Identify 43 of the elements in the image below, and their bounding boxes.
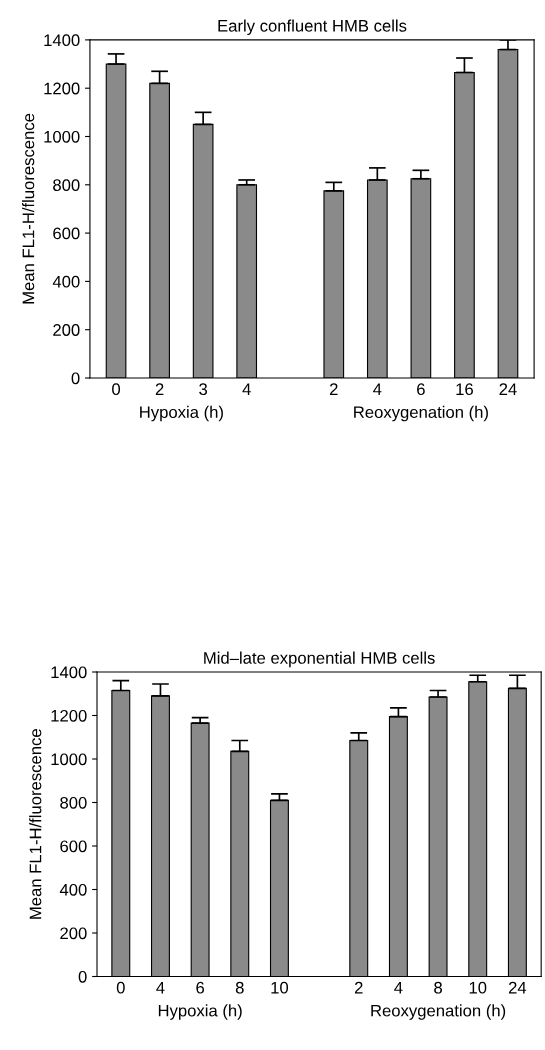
chart-title: Mid–late exponential HMB cells bbox=[204, 651, 435, 668]
y-tick-label: 200 bbox=[60, 927, 87, 940]
y-axis-title: Mean FL1-H/fluorescence bbox=[29, 729, 42, 919]
y-tick-label: 800 bbox=[53, 179, 80, 191]
chart-title: Early confluent HMB cells bbox=[218, 19, 407, 36]
y-tick-label: 0 bbox=[71, 372, 80, 385]
y-tick-label: 600 bbox=[60, 840, 87, 853]
y-tick-label: 400 bbox=[52, 275, 80, 288]
text: Hypoxia (h) bbox=[158, 1004, 242, 1020]
x-tick-label: 0 bbox=[116, 981, 125, 994]
x-tick-label: 2 bbox=[155, 383, 164, 395]
x-tick-label: 0 bbox=[112, 383, 121, 396]
y-tick-label: 0 bbox=[78, 970, 87, 983]
x-tick-label: 4 bbox=[156, 981, 165, 994]
x-tick-label: 16 bbox=[456, 383, 473, 396]
y-tick-label: 1400 bbox=[51, 666, 87, 679]
x-tick-label: 2 bbox=[329, 383, 338, 395]
x-tick-label: 24 bbox=[508, 981, 527, 994]
y-tick-label: 1400 bbox=[44, 34, 80, 47]
text: Reoxygenation (h) bbox=[354, 405, 488, 422]
y-tick-label: 800 bbox=[60, 796, 87, 809]
x-tick-label: 10 bbox=[271, 981, 289, 994]
x-tick-label: 4 bbox=[242, 383, 251, 395]
x-tick-label: 6 bbox=[196, 981, 205, 994]
y-tick-label: 400 bbox=[59, 883, 87, 896]
x-tick-label: 8 bbox=[235, 981, 244, 994]
y-tick-label: 1000 bbox=[51, 753, 87, 766]
x-tick-label: 3 bbox=[199, 383, 208, 396]
y-tick-label: 1200 bbox=[51, 709, 87, 722]
x-tick-label: 2 bbox=[354, 981, 363, 994]
x-tick-label: 24 bbox=[499, 383, 517, 395]
x-tick-label: 10 bbox=[469, 981, 487, 994]
x-tick-label: 4 bbox=[394, 981, 403, 994]
y-tick-label: 1000 bbox=[44, 130, 80, 143]
y-axis-title: Mean FL1-H/fluorescence bbox=[22, 113, 35, 304]
x-tick-label: 8 bbox=[434, 981, 442, 994]
y-tick-label: 1200 bbox=[44, 82, 80, 95]
text: Reoxygenation (h) bbox=[371, 1004, 506, 1020]
y-tick-label: 600 bbox=[53, 227, 80, 240]
x-tick-label: 6 bbox=[417, 383, 425, 396]
y-tick-label: 200 bbox=[53, 324, 80, 336]
text: Hypoxia (h) bbox=[140, 405, 223, 422]
x-tick-label: 4 bbox=[373, 383, 382, 395]
